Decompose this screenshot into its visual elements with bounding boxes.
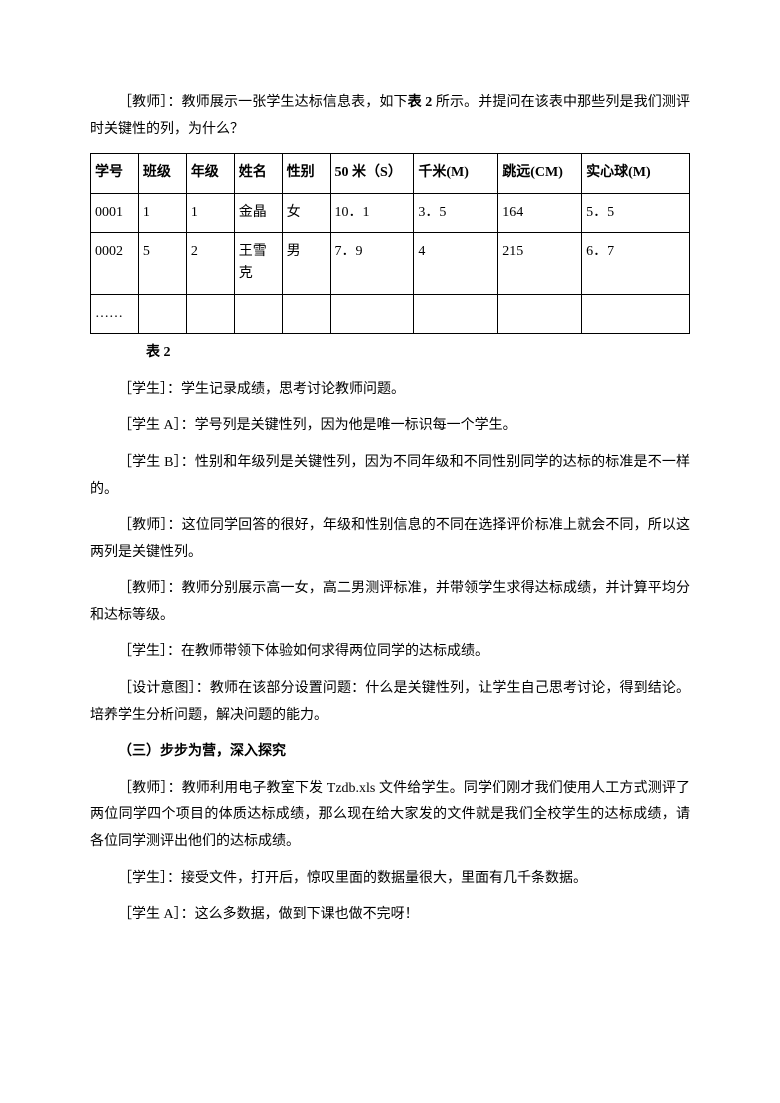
paragraph: ［学生］：接受文件，打开后，惊叹里面的数据量很大，里面有几千条数据。 xyxy=(90,866,690,893)
table-cell: 男 xyxy=(282,232,330,294)
table-cell: 王雪克 xyxy=(234,232,282,294)
table-cell: 5．5 xyxy=(582,193,690,232)
intro-bold: 表 2 xyxy=(408,95,433,110)
table-header: 千米(M) xyxy=(414,154,498,193)
table-header: 姓名 xyxy=(234,154,282,193)
intro-paragraph: ［教师］：教师展示一张学生达标信息表，如下表 2 所示。并提问在该表中那些列是我… xyxy=(90,90,690,143)
paragraph: ［设计意图］：教师在该部分设置问题：什么是关键性列，让学生自己思考讨论，得到结论… xyxy=(90,676,690,729)
table-cell: 2 xyxy=(186,232,234,294)
paragraph: ［学生］：学生记录成绩，思考讨论教师问题。 xyxy=(90,377,690,404)
table-row: 0002 5 2 王雪克 男 7．9 4 215 6．7 xyxy=(91,232,690,294)
table-header: 学号 xyxy=(91,154,139,193)
table-cell: 164 xyxy=(498,193,582,232)
table-cell: 0002 xyxy=(91,232,139,294)
table-cell xyxy=(582,294,690,333)
paragraph: ［教师］：教师分别展示高一女，高二男测评标准，并带领学生求得达标成绩，并计算平均… xyxy=(90,576,690,629)
paragraph: ［教师］：教师利用电子教室下发 Tzdb.xls 文件给学生。同学们刚才我们使用… xyxy=(90,776,690,856)
table-caption: 表 2 xyxy=(90,340,690,367)
table-row: 0001 1 1 金晶 女 10．1 3．5 164 5．5 xyxy=(91,193,690,232)
table-header: 50 米（S） xyxy=(330,154,414,193)
table-cell xyxy=(186,294,234,333)
table-cell: 3．5 xyxy=(414,193,498,232)
table-cell xyxy=(138,294,186,333)
table-cell xyxy=(498,294,582,333)
table-cell: …… xyxy=(91,294,139,333)
table-cell: 5 xyxy=(138,232,186,294)
table-cell xyxy=(414,294,498,333)
paragraph: ［学生 A］：学号列是关键性列，因为他是唯一标识每一个学生。 xyxy=(90,413,690,440)
paragraph: ［学生］：在教师带领下体验如何求得两位同学的达标成绩。 xyxy=(90,639,690,666)
table-header-row: 学号 班级 年级 姓名 性别 50 米（S） 千米(M) 跳远(CM) 实心球(… xyxy=(91,154,690,193)
table-cell: 6．7 xyxy=(582,232,690,294)
paragraph: ［学生 A］：这么多数据，做到下课也做不完呀！ xyxy=(90,902,690,929)
table-cell xyxy=(234,294,282,333)
table-cell xyxy=(330,294,414,333)
table-cell xyxy=(282,294,330,333)
table-cell: 215 xyxy=(498,232,582,294)
table-cell: 女 xyxy=(282,193,330,232)
table-cell: 1 xyxy=(186,193,234,232)
table-cell: 7．9 xyxy=(330,232,414,294)
intro-pre: ［教师］：教师展示一张学生达标信息表，如下 xyxy=(118,95,408,110)
table-cell: 4 xyxy=(414,232,498,294)
section-title: （三）步步为营，深入探究 xyxy=(90,739,690,766)
table-cell: 10．1 xyxy=(330,193,414,232)
table-header: 实心球(M) xyxy=(582,154,690,193)
table-cell: 金晶 xyxy=(234,193,282,232)
table-cell: 0001 xyxy=(91,193,139,232)
data-table: 学号 班级 年级 姓名 性别 50 米（S） 千米(M) 跳远(CM) 实心球(… xyxy=(90,153,690,334)
table-cell: 1 xyxy=(138,193,186,232)
table-header: 跳远(CM) xyxy=(498,154,582,193)
table-header: 性别 xyxy=(282,154,330,193)
table-header: 班级 xyxy=(138,154,186,193)
paragraph: ［教师］：这位同学回答的很好，年级和性别信息的不同在选择评价标准上就会不同，所以… xyxy=(90,513,690,566)
paragraph: ［学生 B］：性别和年级列是关键性列，因为不同年级和不同性别同学的达标的标准是不… xyxy=(90,450,690,503)
table-row: …… xyxy=(91,294,690,333)
table-header: 年级 xyxy=(186,154,234,193)
